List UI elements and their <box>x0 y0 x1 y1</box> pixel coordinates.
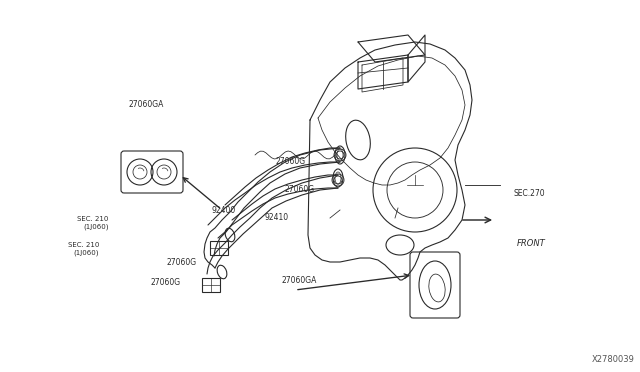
Text: FRONT: FRONT <box>517 239 546 248</box>
Text: 27060G: 27060G <box>150 278 180 287</box>
Text: SEC.270: SEC.270 <box>514 189 545 198</box>
Text: SEC. 210
(1J060): SEC. 210 (1J060) <box>77 217 109 230</box>
Text: 27060G: 27060G <box>275 157 305 166</box>
Text: 27060GA: 27060GA <box>282 276 317 285</box>
Text: 27060GA: 27060GA <box>128 100 164 109</box>
FancyBboxPatch shape <box>202 278 220 292</box>
Text: X2780039: X2780039 <box>592 355 635 364</box>
Text: 27060G: 27060G <box>285 185 315 194</box>
Text: 27060G: 27060G <box>166 258 196 267</box>
Text: SEC. 210
(1J060): SEC. 210 (1J060) <box>68 243 99 256</box>
Text: 92410: 92410 <box>264 213 289 222</box>
Text: 92400: 92400 <box>211 206 236 215</box>
FancyBboxPatch shape <box>210 241 228 255</box>
